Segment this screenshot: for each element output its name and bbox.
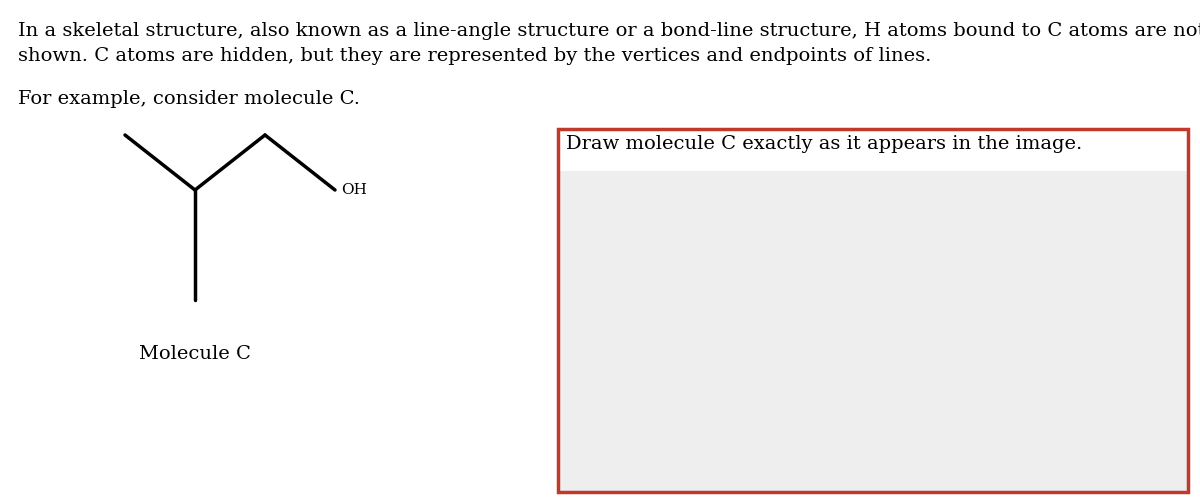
Text: Molecule C: Molecule C <box>139 345 251 363</box>
Text: Draw molecule C exactly as it appears in the image.: Draw molecule C exactly as it appears in… <box>566 135 1082 153</box>
Bar <box>558 129 1188 171</box>
Bar <box>558 129 1188 492</box>
Text: shown. C atoms are hidden, but they are represented by the vertices and endpoint: shown. C atoms are hidden, but they are … <box>18 47 931 65</box>
Text: For example, consider molecule C.: For example, consider molecule C. <box>18 90 360 108</box>
Text: In a skeletal structure, also known as a line-angle structure or a bond-line str: In a skeletal structure, also known as a… <box>18 22 1200 40</box>
Bar <box>558 129 1188 492</box>
Text: OH: OH <box>341 183 367 197</box>
